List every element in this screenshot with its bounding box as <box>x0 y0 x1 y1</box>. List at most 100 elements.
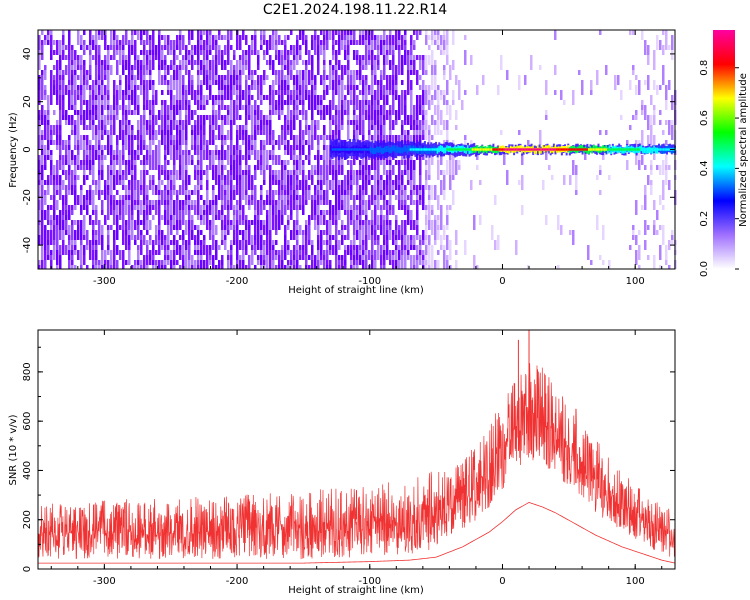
heat-cell <box>254 200 257 210</box>
heat-cell <box>446 85 449 95</box>
heat-cell <box>275 75 278 85</box>
heat-cell <box>152 35 155 40</box>
signal-core <box>457 148 460 151</box>
heat-cell <box>236 60 239 75</box>
heat-cell <box>353 40 356 45</box>
heat-cell <box>389 30 392 35</box>
heat-cell <box>200 105 203 110</box>
heat-cell <box>248 150 251 155</box>
heat-cell <box>191 215 194 220</box>
heat-cell <box>95 110 98 115</box>
heat-cell <box>347 75 350 85</box>
heat-cell <box>278 85 281 90</box>
heat-cell <box>122 230 125 245</box>
heat-cell <box>74 220 77 225</box>
heat-cell <box>293 65 296 70</box>
heat-cell <box>131 95 134 105</box>
signal-core <box>568 148 571 151</box>
heat-cell <box>407 55 410 60</box>
spectrogram-x-label: Height of straight line (km) <box>288 285 424 296</box>
heat-cell <box>635 150 638 165</box>
heat-cell <box>653 265 656 269</box>
heat-cell <box>128 245 131 250</box>
heat-cell <box>176 210 179 220</box>
heat-cell <box>200 230 203 235</box>
heat-cell <box>176 230 179 235</box>
heat-cell <box>176 45 179 50</box>
heat-cell <box>248 115 251 120</box>
heat-cell <box>371 70 374 75</box>
heat-cell <box>179 250 182 260</box>
heat-cell <box>659 40 662 50</box>
heat-cell <box>479 180 482 185</box>
heat-cell <box>260 110 263 125</box>
heat-cell <box>632 115 635 120</box>
heat-cell <box>446 130 449 135</box>
heat-cell <box>287 260 290 269</box>
heat-cell <box>539 65 542 70</box>
signal-core <box>619 148 622 151</box>
heat-cell <box>269 210 272 225</box>
heat-cell <box>377 225 380 230</box>
heat-cell <box>359 90 362 95</box>
signal-band <box>439 145 442 152</box>
heat-cell <box>80 45 83 50</box>
heat-cell <box>68 210 71 220</box>
heat-cell <box>215 100 218 105</box>
heat-cell <box>269 35 272 50</box>
heat-cell <box>41 150 44 155</box>
heat-cell <box>212 165 215 170</box>
heat-cell <box>293 140 296 150</box>
signal-core <box>403 148 406 151</box>
heat-cell <box>263 80 266 85</box>
heat-cell <box>95 245 98 250</box>
signal-core <box>353 148 356 151</box>
heat-cell <box>83 125 86 130</box>
heat-cell <box>464 240 467 255</box>
heat-cell <box>173 105 176 120</box>
heat-cell <box>221 260 224 265</box>
heat-cell <box>524 75 527 85</box>
heat-cell <box>464 60 467 65</box>
heat-cell <box>170 260 173 269</box>
heat-cell <box>296 180 299 185</box>
heat-cell <box>263 35 266 40</box>
heat-cell <box>164 170 167 180</box>
heat-cell <box>224 105 227 110</box>
heat-cell <box>227 115 230 125</box>
heat-cell <box>281 70 284 85</box>
heat-cell <box>77 195 80 205</box>
heat-cell <box>239 95 242 110</box>
heat-cell <box>305 220 308 225</box>
heat-cell <box>173 175 176 185</box>
signal-core <box>395 148 398 151</box>
heat-cell <box>452 100 455 105</box>
heat-cell <box>359 115 362 130</box>
heat-cell <box>407 205 410 210</box>
heat-cell <box>149 130 152 140</box>
heat-cell <box>335 185 338 200</box>
heat-cell <box>194 145 197 150</box>
heat-cell <box>125 95 128 100</box>
heat-cell <box>155 45 158 50</box>
heat-cell <box>167 105 170 120</box>
heat-cell <box>284 250 287 255</box>
heat-cell <box>419 165 422 180</box>
heat-cell <box>452 190 455 205</box>
heat-cell <box>41 30 44 35</box>
heat-cell <box>152 85 155 100</box>
heat-cell <box>392 190 395 195</box>
heat-cell <box>362 95 365 100</box>
heat-cell <box>146 260 149 269</box>
heat-cell <box>626 140 629 145</box>
heat-cell <box>218 90 221 95</box>
heat-cell <box>185 60 188 65</box>
heat-cell <box>341 235 344 245</box>
heat-cell <box>662 230 665 245</box>
heat-cell <box>476 165 479 170</box>
heat-cell <box>110 55 113 60</box>
heat-cell <box>44 70 47 80</box>
heat-cell <box>38 75 41 90</box>
heat-cell <box>407 135 410 140</box>
heat-cell <box>335 245 338 260</box>
